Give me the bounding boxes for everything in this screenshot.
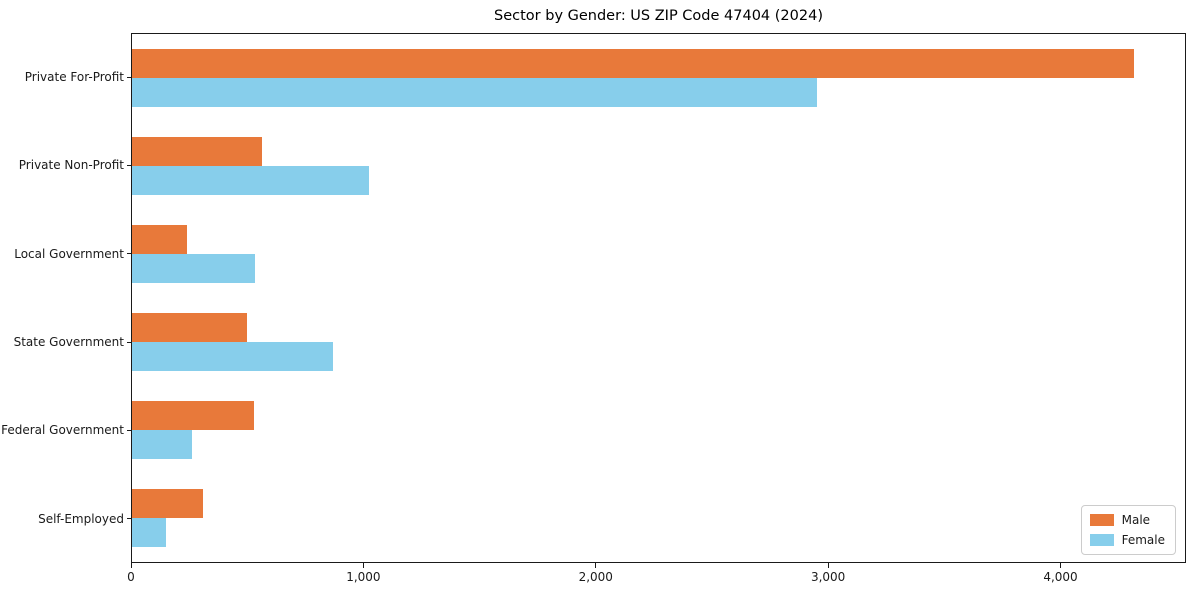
x-axis: 0 1,000 2,000 3,000 4,000 <box>127 563 1186 595</box>
x-tickmark <box>1060 563 1061 568</box>
x-axis-tick-label-4000: 4,000 <box>1043 570 1078 584</box>
plot-area: Male Female <box>131 33 1186 563</box>
y-axis-label-self-employed: Self-Employed <box>38 511 124 526</box>
category-row-self-employed <box>132 474 1185 562</box>
x-axis-tick-label-0: 0 <box>127 570 135 584</box>
bar-male-federal-government <box>132 401 254 430</box>
y-axis-row-state-government: State Government <box>0 298 131 386</box>
legend-swatch-female <box>1089 534 1114 546</box>
legend-swatch-male <box>1089 514 1114 526</box>
bar-male-local-government <box>132 225 187 254</box>
y-axis-row-federal-government: Federal Government <box>0 386 131 474</box>
y-axis-label-local-government: Local Government <box>14 246 124 261</box>
bar-rows <box>132 34 1185 562</box>
y-tickmark <box>127 429 131 431</box>
x-axis-tick-label-1000: 1,000 <box>346 570 381 584</box>
legend-item-female: Female <box>1089 533 1165 547</box>
legend-label-male: Male <box>1121 513 1151 527</box>
category-row-local-government <box>132 210 1185 298</box>
y-axis-row-private-non-profit: Private Non-Profit <box>0 121 131 209</box>
bar-male-self-employed <box>132 489 203 518</box>
x-tickmark <box>827 563 829 568</box>
legend: Male Female <box>1080 505 1176 555</box>
x-tickmark <box>362 563 364 568</box>
legend-label-female: Female <box>1121 533 1165 547</box>
category-row-state-government <box>132 298 1185 386</box>
bar-female-local-government <box>132 254 255 283</box>
chart-title: Sector by Gender: US ZIP Code 47404 (202… <box>494 8 823 24</box>
y-axis-row-local-government: Local Government <box>0 210 131 298</box>
bar-male-private-non-profit <box>132 137 262 166</box>
x-axis-tick-label-2000: 2,000 <box>578 570 613 584</box>
y-axis-label-private-for-profit: Private For-Profit <box>24 70 124 85</box>
y-axis-row-self-employed: Self-Employed <box>0 475 131 563</box>
x-tickmark <box>130 563 132 568</box>
y-axis-label-state-government: State Government <box>13 335 124 350</box>
bar-female-state-government <box>132 342 333 371</box>
y-axis-label-private-non-profit: Private Non-Profit <box>18 158 124 173</box>
bar-female-private-non-profit <box>132 166 369 195</box>
bar-female-private-for-profit <box>132 78 818 107</box>
y-tickmark <box>127 253 131 255</box>
category-row-private-non-profit <box>132 122 1185 210</box>
category-row-private-for-profit <box>132 34 1185 122</box>
y-tickmark <box>127 341 131 343</box>
bar-male-private-for-profit <box>132 49 1134 78</box>
x-axis-tick-label-3000: 3,000 <box>810 570 846 584</box>
bar-male-state-government <box>132 313 247 342</box>
y-tickmark <box>127 164 131 166</box>
y-axis-label-federal-government: Federal Government <box>1 423 124 438</box>
x-tickmark <box>595 563 597 568</box>
legend-item-male: Male <box>1089 513 1165 527</box>
y-axis-row-private-for-profit: Private For-Profit <box>0 33 131 121</box>
y-tickmark <box>127 518 131 520</box>
y-axis: Private For-Profit Private Non-Profit Loca… <box>0 33 131 563</box>
y-tickmark <box>127 76 131 78</box>
category-row-federal-government <box>132 386 1185 474</box>
bar-female-federal-government <box>132 430 193 459</box>
bar-female-self-employed <box>132 518 166 547</box>
